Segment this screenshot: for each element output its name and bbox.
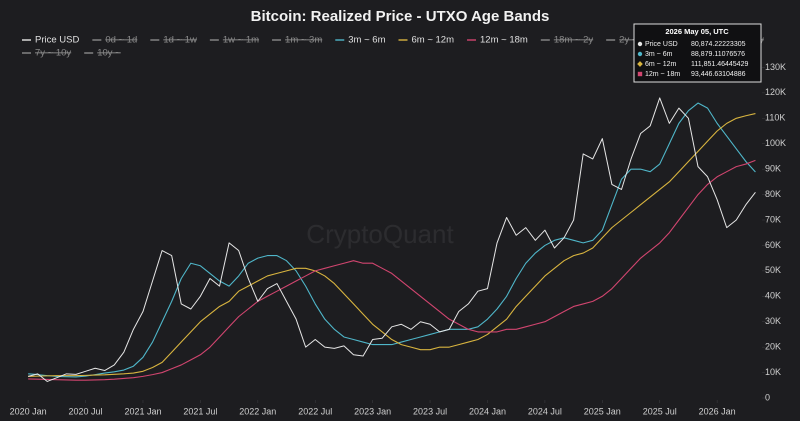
x-tick-label: 2026 Jan bbox=[699, 406, 736, 416]
y-tick-label: 120K bbox=[765, 87, 786, 97]
x-tick-label: 2024 Jul bbox=[528, 406, 562, 416]
y-tick-label: 20K bbox=[765, 342, 781, 352]
legend-label: 1d ~ 1w bbox=[163, 35, 197, 46]
y-tick-label: 80K bbox=[765, 189, 781, 199]
series-line bbox=[28, 159, 756, 381]
x-tick-label: 2020 Jul bbox=[69, 406, 103, 416]
x-tick-label: 2020 Jan bbox=[10, 406, 47, 416]
legend-item: 1w ~ 1m bbox=[209, 35, 259, 46]
tooltip-name: 6m ~ 12m bbox=[645, 61, 676, 68]
y-tick-label: 30K bbox=[765, 316, 781, 326]
tooltip-value: 80,874.22223305 bbox=[691, 41, 746, 48]
tooltip-name: 12m ~ 18m bbox=[645, 71, 680, 78]
legend-label: 10y ~ bbox=[97, 48, 121, 59]
legend-item: 3m ~ 6m bbox=[335, 35, 386, 46]
x-tick-label: 2024 Jan bbox=[469, 406, 506, 416]
legend-item: 10y ~ bbox=[84, 48, 121, 59]
x-tick-label: 2023 Jan bbox=[354, 406, 391, 416]
y-tick-label: 130K bbox=[765, 62, 786, 72]
legend-item: 12m ~ 18m bbox=[467, 35, 528, 46]
legend-label: 1w ~ 1m bbox=[223, 35, 259, 46]
tooltip-box bbox=[633, 23, 762, 83]
legend-label: 12m ~ 18m bbox=[480, 35, 528, 46]
legend-item: Price USD bbox=[22, 35, 79, 46]
tooltip-value: 93,446.63104886 bbox=[691, 71, 746, 78]
legend-label: 0d ~ 1d bbox=[105, 35, 137, 46]
legend-item: 1m ~ 3m bbox=[272, 35, 322, 46]
x-tick-label: 2025 Jul bbox=[643, 406, 677, 416]
legend-label: 3m ~ 6m bbox=[348, 35, 385, 46]
y-tick-label: 50K bbox=[765, 265, 781, 275]
y-tick-label: 100K bbox=[765, 138, 786, 148]
series-line bbox=[28, 102, 756, 378]
tooltip-name: Price USD bbox=[645, 41, 678, 48]
tooltip-value: 111,851.46445429 bbox=[691, 61, 748, 68]
legend-label: 18m ~ 2y bbox=[554, 35, 594, 46]
x-tick-label: 2023 Jul bbox=[413, 406, 447, 416]
y-tick-label: 40K bbox=[765, 291, 781, 301]
tooltip-value: 88,879.11076576 bbox=[691, 51, 745, 58]
tooltip-title: 2026 May 05, UTC bbox=[665, 27, 729, 36]
y-tick-label: 60K bbox=[765, 240, 781, 250]
legend-label: 1m ~ 3m bbox=[285, 35, 322, 46]
x-tick-label: 2021 Jan bbox=[124, 406, 161, 416]
tooltip-name: 3m ~ 6m bbox=[645, 51, 673, 58]
tooltip-marker bbox=[637, 41, 643, 47]
legend-item: 18m ~ 2y bbox=[540, 35, 594, 46]
tooltip: 2026 May 05, UTC Price USD 80,874.2222330… bbox=[633, 23, 762, 83]
legend-label: Price USD bbox=[35, 35, 79, 46]
plot-area: 0 10K 20K 30K 40K 50K 60K 70K 80K 90K 100K 110K 120K… bbox=[10, 62, 786, 417]
legend-item: 6m ~ 12m bbox=[398, 35, 455, 46]
tooltip-marker bbox=[637, 51, 643, 57]
series-line bbox=[28, 97, 756, 382]
y-tick-label: 10K bbox=[765, 367, 781, 377]
legend-item: 7y ~ 10y bbox=[22, 48, 71, 59]
legend-label: 7y ~ 10y bbox=[35, 48, 71, 59]
legend-item: 1d ~ 1w bbox=[150, 35, 197, 46]
y-tick-label: 70K bbox=[765, 214, 781, 224]
legend-item: 0d ~ 1d bbox=[92, 35, 137, 46]
series-line bbox=[28, 113, 756, 377]
legend-label: 6m ~ 12m bbox=[412, 35, 455, 46]
chart-title: Bitcoin: Realized Price - UTXO Age Bands bbox=[251, 8, 550, 25]
x-tick-label: 2021 Jul bbox=[183, 406, 217, 416]
y-tick-label: 0 bbox=[765, 392, 770, 402]
watermark: CryptoQuant bbox=[306, 219, 454, 249]
y-tick-label: 110K bbox=[765, 113, 785, 123]
y-tick-label: 90K bbox=[765, 164, 781, 174]
x-tick-label: 2022 Jul bbox=[298, 406, 332, 416]
x-tick-label: 2025 Jan bbox=[584, 406, 621, 416]
tooltip-marker bbox=[637, 71, 643, 77]
x-tick-label: 2022 Jan bbox=[239, 406, 276, 416]
tooltip-marker bbox=[637, 61, 643, 67]
